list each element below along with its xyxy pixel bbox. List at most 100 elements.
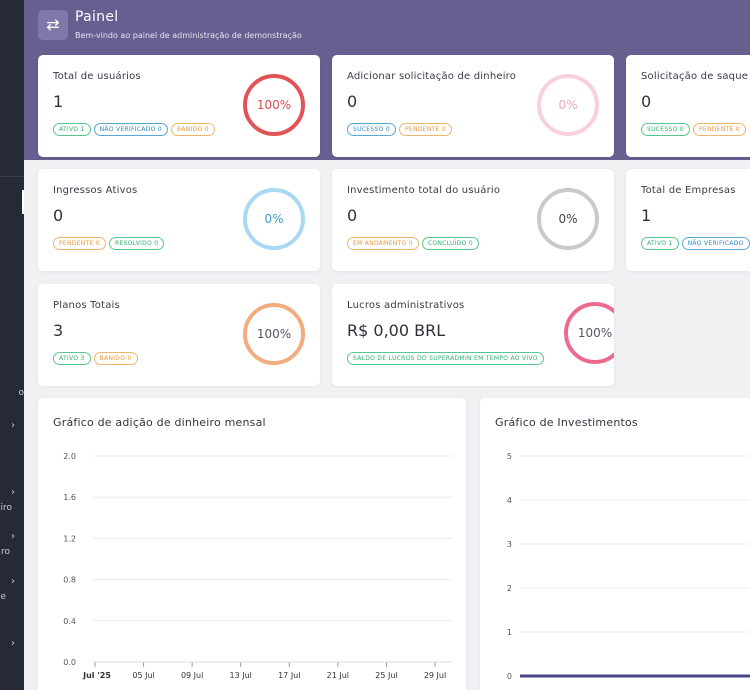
status-badge: CONCLUÍDO 0 (421, 237, 480, 250)
card-value: 0 (347, 206, 358, 225)
card-title: Total de Empresas (641, 185, 736, 196)
y-tick-label: 0.4 (63, 617, 76, 626)
sidebar-divider (0, 176, 24, 177)
card-value: R$ 0,00 BRL (347, 321, 446, 340)
status-badge: NÃO VERIFICADO (681, 237, 750, 250)
card-title: Adicionar solicitação de dinheiro (347, 71, 517, 82)
y-tick-label: 1.6 (63, 493, 76, 502)
progress-ring: 0% (537, 74, 599, 136)
x-tick-label: 09 Jul (181, 671, 203, 680)
x-tick-label: 05 Jul (132, 671, 154, 680)
card-title: Total de usuários (53, 71, 141, 82)
status-badge: RESOLVIDO 0 (108, 237, 165, 250)
page-title: Painel (75, 9, 119, 25)
sidebar-item[interactable]: o (0, 388, 24, 404)
card-badges: SALDO DE LUCROS DO SUPERADMIN EM TEMPO A… (347, 352, 544, 365)
card-badges: SUCESSO 0 PENDENTE 0 (347, 123, 452, 136)
swap-arrows-icon[interactable]: ⇄ (38, 10, 68, 40)
card-title: Investimento total do usuário (347, 185, 501, 196)
card-value: 0 (641, 92, 652, 111)
page-subtitle: Bem-vindo ao painel de administração de … (75, 31, 302, 40)
sidebar-item[interactable]: › (0, 419, 24, 435)
sidebar: o › › iro › ro › e › (0, 0, 24, 690)
card-badges: SUCESSO 0 PENDENTE 0 (641, 123, 746, 136)
card-value: 1 (53, 92, 64, 111)
chevron-right-icon: › (11, 638, 15, 649)
chevron-right-icon: › (11, 420, 15, 431)
card-badges: ATIVO 1 NÃO VERIFICADO 0 BANIDO 0 (53, 123, 215, 136)
card-badges: ATIVO 3 BANIDO 0 (53, 352, 138, 365)
stat-card-profits: Lucros administrativos R$ 0,00 BRL SALDO… (332, 284, 614, 386)
x-tick-label: Jul '25 (82, 671, 111, 680)
status-badge: BANIDO 0 (93, 352, 138, 365)
sidebar-item[interactable]: › (0, 637, 24, 653)
card-badges: EM ANDAMENTO 0 CONCLUÍDO 0 (347, 237, 480, 250)
sidebar-item-label: e (0, 592, 6, 602)
status-badge: NÃO VERIFICADO 0 (93, 123, 168, 136)
chart-title: Gráfico de Investimentos (495, 416, 638, 429)
chevron-right-icon: › (11, 487, 15, 498)
stat-card-companies: Total de Empresas 1 ATIVO 1 NÃO VERIFICA… (626, 169, 750, 271)
y-tick-label: 1.2 (63, 534, 76, 543)
card-title: Lucros administrativos (347, 300, 465, 311)
sidebar-item-label: ro (0, 547, 10, 557)
x-tick-label: 25 Jul (375, 671, 397, 680)
status-badge: BANIDO 0 (170, 123, 215, 136)
card-value: 0 (53, 206, 64, 225)
card-title: Planos Totais (53, 300, 120, 311)
y-tick-label: 0 (507, 672, 512, 681)
chart-card-money: Gráfico de adição de dinheiro mensal 2.0… (38, 398, 466, 690)
sidebar-item[interactable]: › (0, 530, 24, 546)
y-tick-label: 2.0 (63, 452, 76, 461)
stat-card-investment: Investimento total do usuário 0 EM ANDAM… (332, 169, 614, 271)
status-badge: SUCESSO 0 (641, 123, 690, 136)
stat-card-withdraw: Solicitação de saque 0 SUCESSO 0 PENDENT… (626, 55, 750, 157)
y-tick-label: 3 (507, 540, 512, 549)
sidebar-item[interactable]: › (0, 486, 24, 502)
card-title: Ingressos Ativos (53, 185, 138, 196)
y-tick-label: 1 (507, 628, 512, 637)
chevron-right-icon: › (11, 576, 15, 587)
investments-line-chart: 5 4 3 2 1 0 (507, 452, 750, 681)
stat-card-plans: Planos Totais 3 ATIVO 3 BANIDO 0 100% (38, 284, 320, 386)
status-badge: ATIVO 1 (53, 123, 91, 136)
sidebar-item[interactable]: › (0, 575, 24, 591)
x-tick-label: 21 Jul (327, 671, 349, 680)
card-value: 1 (641, 206, 652, 225)
y-tick-label: 5 (507, 452, 512, 461)
sidebar-item[interactable]: iro (0, 503, 24, 519)
chart-title: Gráfico de adição de dinheiro mensal (53, 416, 266, 429)
status-badge: SUCESSO 0 (347, 123, 396, 136)
status-badge: ATIVO 1 (641, 237, 679, 250)
y-tick-label: 4 (507, 496, 512, 505)
y-tick-label: 0.8 (63, 576, 76, 585)
progress-ring: 0% (537, 188, 599, 250)
status-badge: ATIVO 3 (53, 352, 91, 365)
money-line-chart: 2.0 1.6 1.2 0.8 0.4 0.0 Jul '25 05 Jul 09 Jul 13 … (63, 452, 453, 680)
chevron-right-icon: › (11, 531, 15, 542)
card-badges: ATIVO 1 NÃO VERIFICADO (641, 237, 750, 250)
status-badge: PENDENTE 0 (53, 237, 106, 250)
card-title: Solicitação de saque (641, 71, 749, 82)
card-badges: PENDENTE 0 RESOLVIDO 0 (53, 237, 165, 250)
status-badge: SALDO DE LUCROS DO SUPERADMIN EM TEMPO A… (347, 352, 544, 365)
stat-card-users: Total de usuários 1 ATIVO 1 NÃO VERIFICA… (38, 55, 320, 157)
sidebar-item[interactable]: ro (0, 547, 24, 563)
progress-ring: 100% (243, 74, 305, 136)
stat-card-add-money: Adicionar solicitação de dinheiro 0 SUCE… (332, 55, 614, 157)
x-tick-label: 29 Jul (424, 671, 446, 680)
sidebar-item-label: iro (0, 503, 12, 513)
progress-ring: 0% (243, 188, 305, 250)
card-value: 0 (347, 92, 358, 111)
sidebar-item-label: o (18, 388, 24, 398)
stat-card-tickets: Ingressos Ativos 0 PENDENTE 0 RESOLVIDO … (38, 169, 320, 271)
x-tick-label: 13 Jul (230, 671, 252, 680)
status-badge: PENDENTE 0 (692, 123, 746, 136)
sidebar-active-indicator (22, 190, 24, 214)
sidebar-item[interactable]: e (0, 592, 24, 608)
progress-ring: 100% (564, 302, 614, 364)
chart-card-investments: Gráfico de Investimentos 5 4 3 2 1 0 (480, 398, 750, 690)
status-badge: PENDENTE 0 (398, 123, 452, 136)
x-tick-label: 17 Jul (278, 671, 300, 680)
progress-ring: 100% (243, 303, 305, 365)
